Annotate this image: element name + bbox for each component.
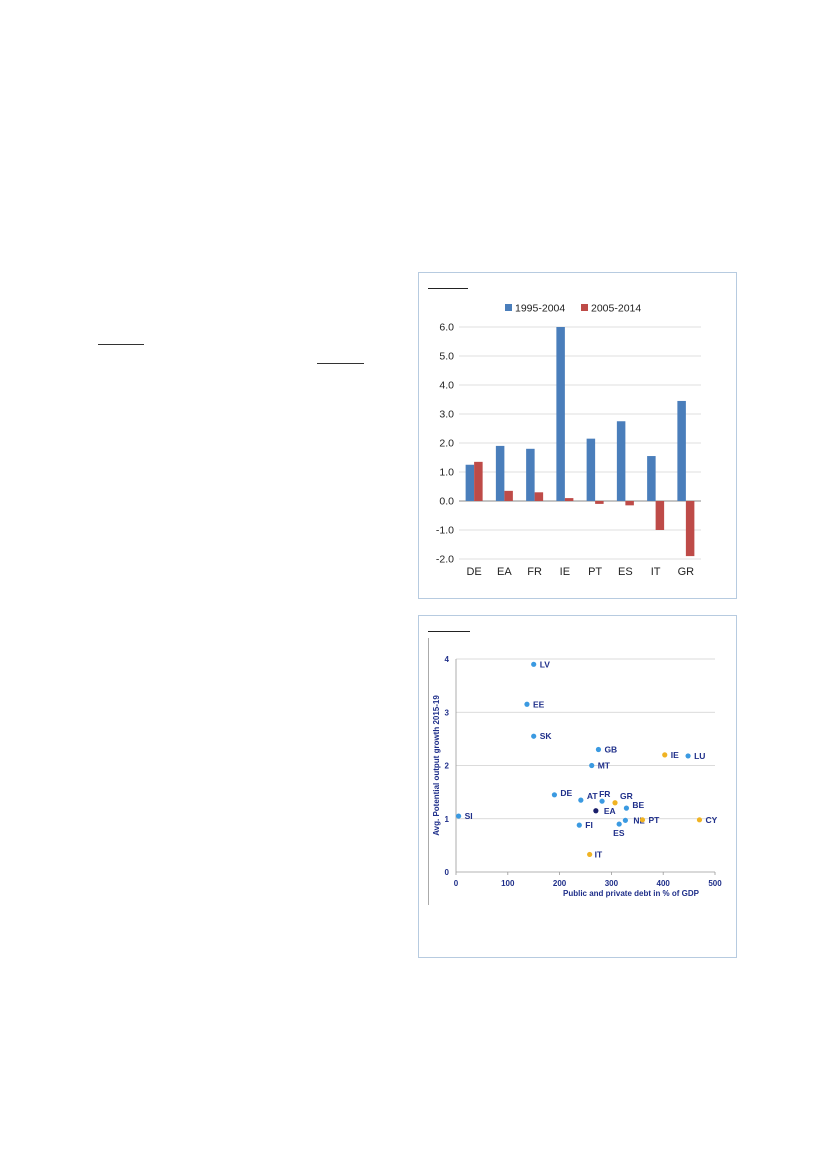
y-tick-label: -2.0 xyxy=(436,554,454,566)
bar-chart-panel: 6.0 5.0 4.0 3.0 2.0 1.0 0.0 -1.0 -2.0 DE EA FR IE PT… xyxy=(418,272,737,599)
y-tick-label: 2 xyxy=(445,762,450,771)
x-tick-label: IE xyxy=(560,566,570,578)
point-AT xyxy=(578,797,584,803)
scatter-chart-panel: LV EE SK GB IE LU MT DE AT FR GR EA BE SI NL PT CY FI ES IT… xyxy=(418,615,737,958)
bar-GR-1995-2004 xyxy=(677,400,686,501)
bar-IE-1995-2004 xyxy=(556,327,565,501)
point-GB xyxy=(595,746,602,753)
x-tick-label: 400 xyxy=(657,879,671,888)
y-tick-label: 3.0 xyxy=(439,409,454,421)
point-FR xyxy=(599,798,605,804)
point-label: CY xyxy=(705,815,717,825)
point-label: SK xyxy=(540,731,553,741)
point-SI xyxy=(455,813,462,819)
y-tick-label: 5.0 xyxy=(439,351,454,363)
bar-DE-1995-2004 xyxy=(465,464,475,501)
text-underline-2 xyxy=(317,363,364,364)
bar-EA-2005-2014 xyxy=(504,490,513,501)
bar-chart: 6.0 5.0 4.0 3.0 2.0 1.0 0.0 -1.0 -2.0 DE EA FR IE PT… xyxy=(436,303,701,578)
legend-label: 2005-2014 xyxy=(591,303,641,315)
point-label: GB xyxy=(604,745,617,755)
panel-title-rule xyxy=(428,631,470,632)
point-FI xyxy=(576,822,582,828)
x-tick-label: IT xyxy=(651,566,661,578)
point-BE xyxy=(623,805,630,811)
point-label: LU xyxy=(694,751,705,761)
point-label: FI xyxy=(585,820,593,830)
y-tick-label: 6.0 xyxy=(439,322,454,334)
y-axis-label: Avg. Potential output growth 2015-19 xyxy=(432,695,441,836)
point-label: ES xyxy=(613,828,625,838)
bar-DE-2005-2014 xyxy=(474,461,483,501)
point-label: DE xyxy=(560,788,572,798)
point-label: NL xyxy=(633,815,644,825)
bar-FR-1995-2004 xyxy=(526,448,535,501)
point-IT xyxy=(587,851,593,858)
legend-swatch xyxy=(581,304,588,311)
point-label: MT xyxy=(598,761,611,771)
bar-PT-2005-2014 xyxy=(595,501,604,504)
point-NL xyxy=(622,817,628,823)
bar-IT-2005-2014 xyxy=(655,501,665,530)
point-label: PT xyxy=(648,815,660,825)
x-tick-label: FR xyxy=(527,566,542,578)
scatter-chart: LV EE SK GB IE LU MT DE AT FR GR EA BE SI NL PT CY FI ES IT… xyxy=(432,655,722,898)
bar-GR-2005-2014 xyxy=(685,501,695,557)
point-MT xyxy=(589,762,595,769)
y-tick-label: 2.0 xyxy=(439,438,454,450)
point-DE xyxy=(551,792,558,798)
y-tick-label: 4.0 xyxy=(439,380,454,392)
y-tick-label: -1.0 xyxy=(436,525,454,537)
point-EE xyxy=(524,701,530,707)
legend-label: 1995-2004 xyxy=(515,303,565,315)
point-CY xyxy=(696,817,703,823)
x-tick-label: GR xyxy=(678,566,695,578)
point-label: IE xyxy=(671,750,679,760)
x-tick-label: 0 xyxy=(454,879,459,888)
point-label: FR xyxy=(599,789,610,799)
point-label: SI xyxy=(465,811,473,821)
panel-title-rule xyxy=(428,288,468,289)
text-underline-1 xyxy=(98,344,144,345)
point-GR xyxy=(612,800,618,806)
x-axis-label: Public and private debt in % of GDP xyxy=(563,889,700,898)
x-tick-label: 200 xyxy=(553,879,567,888)
point-label: LV xyxy=(540,659,551,669)
point-IE xyxy=(662,752,668,758)
point-SK xyxy=(531,733,537,739)
y-tick-label: 1.0 xyxy=(439,467,454,479)
point-ES xyxy=(616,821,622,827)
y-tick-label: 0.0 xyxy=(439,496,454,508)
bar-ES-1995-2004 xyxy=(616,421,626,501)
point-LU xyxy=(685,753,691,759)
bar-ES-2005-2014 xyxy=(625,501,634,506)
y-tick-label: 0 xyxy=(445,868,450,877)
y-tick-label: 3 xyxy=(445,708,450,717)
legend-swatch xyxy=(505,304,512,311)
point-label: EA xyxy=(604,806,616,816)
bar-FR-2005-2014 xyxy=(534,492,544,501)
point-label: AT xyxy=(587,791,599,801)
point-label: GR xyxy=(620,791,633,801)
bar-PT-1995-2004 xyxy=(586,438,596,501)
panel-left-rule xyxy=(428,638,429,905)
point-LV xyxy=(531,661,537,667)
point-label: EE xyxy=(533,699,545,709)
y-tick-label: 4 xyxy=(445,655,450,664)
point-EA xyxy=(593,808,599,814)
x-tick-label: ES xyxy=(618,566,633,578)
bar-IE-2005-2014 xyxy=(564,498,574,501)
bar-IT-1995-2004 xyxy=(647,456,656,501)
point-label: BE xyxy=(632,800,644,810)
x-tick-label: 300 xyxy=(605,879,619,888)
y-tick-label: 1 xyxy=(445,815,450,824)
bar-EA-1995-2004 xyxy=(495,445,505,501)
x-tick-label: EA xyxy=(497,566,512,578)
x-tick-label: PT xyxy=(588,566,602,578)
x-tick-label: 500 xyxy=(708,879,722,888)
point-label: IT xyxy=(595,849,603,859)
point-PT xyxy=(639,817,646,823)
x-tick-label: 100 xyxy=(501,879,515,888)
x-tick-label: DE xyxy=(466,566,481,578)
